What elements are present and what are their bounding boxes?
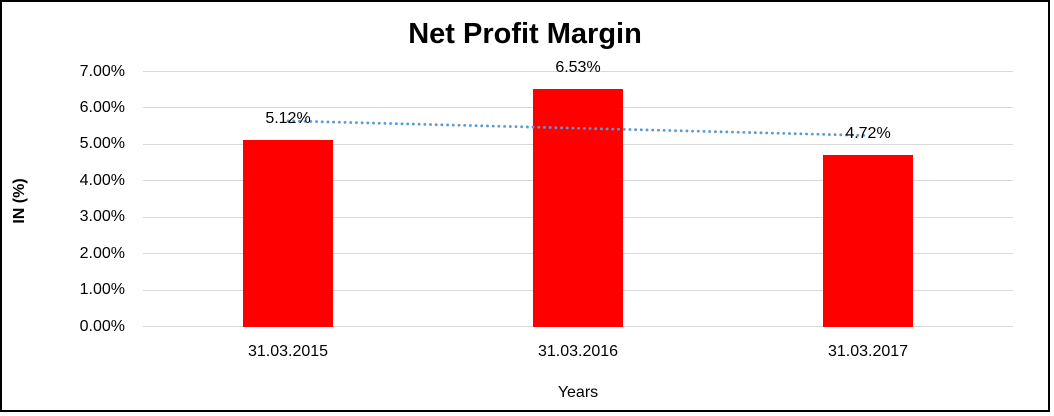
bar-data-label: 6.53% <box>555 59 601 77</box>
x-axis-title: Years <box>557 384 599 401</box>
x-tick-label: 31.03.2016 <box>537 343 619 360</box>
chart-title: Net Profit Margin <box>408 18 642 50</box>
y-tick-label: 3.00% <box>79 208 125 226</box>
bar-31.03.2015 <box>243 140 333 327</box>
y-tick-label: 2.00% <box>79 244 125 262</box>
bar-data-label: 5.12% <box>265 110 311 128</box>
bar-data-label: 4.72% <box>845 125 891 143</box>
bar-31.03.2016 <box>533 89 623 327</box>
y-tick-label: 4.00% <box>79 171 125 189</box>
y-tick-label: 7.00% <box>79 62 125 80</box>
gridline <box>143 71 1013 73</box>
y-tick-label: 0.00% <box>79 317 125 335</box>
bar-31.03.2017 <box>823 155 913 327</box>
y-tick-label: 1.00% <box>79 281 125 299</box>
x-tick-label: 31.03.2017 <box>827 343 909 360</box>
y-tick-label: 6.00% <box>79 98 125 116</box>
y-tick-label: 5.00% <box>79 135 125 153</box>
x-tick-label: 31.03.2015 <box>247 343 329 360</box>
